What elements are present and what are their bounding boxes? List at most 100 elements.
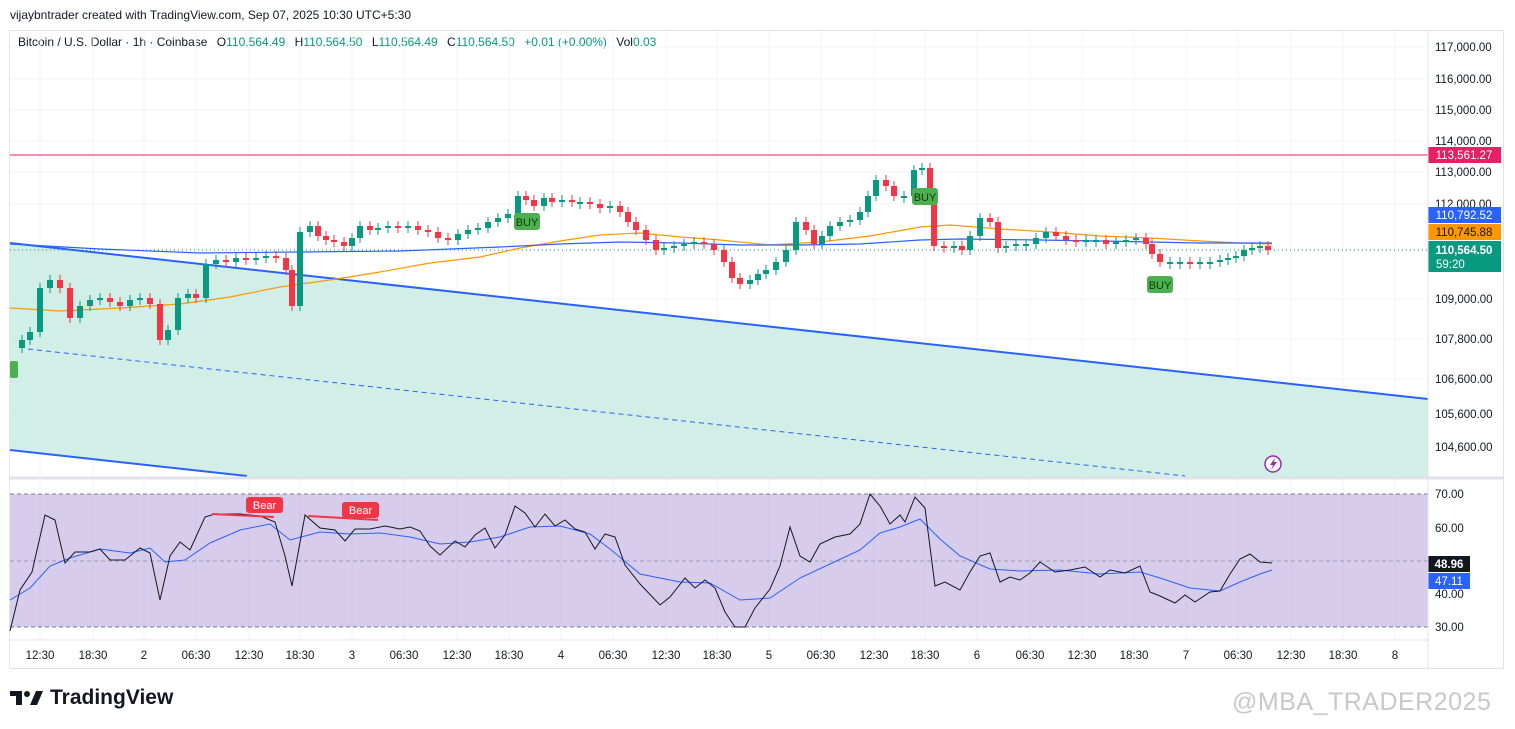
price-tick: 109,000.00: [1435, 294, 1493, 306]
candle-body: [1143, 238, 1149, 244]
rsi-ma-value-tag: 47.11: [1428, 573, 1470, 589]
level-price-value: 113,561.27: [1436, 150, 1493, 162]
candle-body: [1207, 262, 1213, 264]
candle-body: [341, 242, 347, 246]
candle-body: [827, 226, 833, 236]
candle-body: [367, 226, 373, 230]
open-label: O: [216, 35, 227, 49]
candle-body: [541, 198, 547, 206]
candle-body: [865, 196, 871, 212]
candle-body: [1197, 262, 1203, 264]
price-tick: 117,000.00: [1435, 42, 1492, 54]
ma-fast-value: 110,745.88: [1436, 227, 1493, 239]
bear-signal-1[interactable]: Bear: [246, 497, 283, 513]
candle-body: [1113, 242, 1119, 244]
candle-body: [289, 270, 295, 306]
tradingview-logo[interactable]: TradingView: [10, 686, 173, 710]
last-price-value: 110,564.50: [1436, 245, 1493, 257]
time-tick: 6: [974, 650, 980, 662]
lightning-alert-icon[interactable]: [1264, 455, 1282, 473]
buy-signal-3[interactable]: BUY: [1147, 276, 1173, 293]
candle-body: [643, 230, 649, 240]
bar-countdown: 59:20: [1436, 259, 1465, 271]
candle-body: [175, 298, 181, 330]
candle-body: [549, 198, 555, 202]
candle-body: [385, 226, 391, 228]
candle-body: [721, 250, 727, 262]
candle-body: [1063, 236, 1069, 240]
candle-body: [977, 218, 983, 236]
time-tick: 12:30: [26, 650, 55, 662]
candle-body: [531, 200, 537, 206]
candle-body: [1167, 262, 1173, 264]
candle-body: [763, 270, 769, 274]
watermark-text: @MBA_TRADER2025: [1232, 688, 1492, 716]
time-tick: 12:30: [1068, 650, 1097, 662]
candle-body: [253, 258, 259, 260]
candle-body: [405, 226, 411, 228]
candle-body: [515, 196, 521, 214]
buy-signal-1[interactable]: BUY: [514, 213, 540, 230]
candle-body: [47, 280, 53, 288]
price-tick: 114,000.00: [1435, 136, 1492, 148]
bear-signal-2-label: Bear: [349, 505, 373, 517]
channel-lower-line: [9, 449, 248, 477]
candle-body: [1093, 240, 1099, 242]
candle-body: [959, 246, 965, 250]
candle-body: [681, 244, 687, 246]
candle-body: [485, 222, 491, 228]
candle-body: [283, 258, 289, 270]
time-tick: 06:30: [390, 650, 419, 662]
time-tick: 06:30: [182, 650, 211, 662]
buy-signal-2[interactable]: BUY: [912, 188, 938, 205]
candle-body: [465, 230, 471, 234]
candle-body: [475, 228, 481, 230]
ma-fast-line: [9, 224, 1273, 312]
candle-body: [97, 298, 103, 300]
candle-body: [625, 212, 631, 222]
close-value: 110,564.50: [455, 35, 515, 49]
symbol-title[interactable]: Bitcoin / U.S. Dollar · 1h · Coinbase: [18, 35, 208, 49]
candle-body: [747, 280, 753, 284]
candle-body: [987, 218, 993, 222]
candle-body: [19, 340, 25, 348]
time-tick: 18:30: [703, 650, 732, 662]
channel-midline: [27, 348, 1186, 477]
ma-fast-tag: 110,745.88: [1428, 224, 1501, 240]
candle-body: [1033, 238, 1039, 244]
candle-body: [1177, 262, 1183, 264]
candle-body: [1083, 240, 1089, 242]
candle-body: [873, 180, 879, 196]
candle-body: [587, 202, 593, 204]
candle-body: [331, 240, 337, 242]
price-tick: 115,000.00: [1435, 105, 1492, 117]
bear-signal-2[interactable]: Bear: [342, 502, 379, 518]
time-tick: 8: [1392, 650, 1398, 662]
candle-body: [165, 330, 171, 340]
candle-body: [193, 294, 199, 298]
candle-body: [729, 262, 735, 278]
symbol-legend: Bitcoin / U.S. Dollar · 1h · Coinbase O 1…: [18, 35, 656, 49]
candle-body: [1149, 244, 1155, 254]
change-value: +0.01 (+0.00%): [524, 35, 607, 49]
price-axis[interactable]: 117,000.00 116,000.00 115,000.00 114,000.00…: [1435, 42, 1493, 454]
time-tick: 12:30: [443, 650, 472, 662]
candle-body: [597, 204, 603, 208]
candle-body: [273, 256, 279, 258]
time-axis[interactable]: 12:30 18:30 2 06:30 12:30 18:30 3 06:30 12:30 18:…: [26, 650, 1399, 662]
candle-body: [349, 238, 355, 246]
candle-body: [415, 226, 421, 230]
candle-body: [505, 214, 511, 218]
candle-body: [1003, 246, 1009, 248]
rsi-value: 48.96: [1435, 559, 1464, 571]
tradingview-brand-name: TradingView: [50, 686, 174, 709]
candle-body: [661, 248, 667, 250]
buy-signal-1-label: BUY: [516, 217, 539, 229]
rsi-value-tag: 48.96: [1428, 556, 1470, 572]
candle-body: [857, 212, 863, 220]
candle-body: [793, 222, 799, 250]
rsi-axis[interactable]: 70.00 60.00 40.00 30.00: [1435, 489, 1464, 634]
candle-body: [691, 242, 697, 244]
high-label: H: [294, 35, 304, 49]
